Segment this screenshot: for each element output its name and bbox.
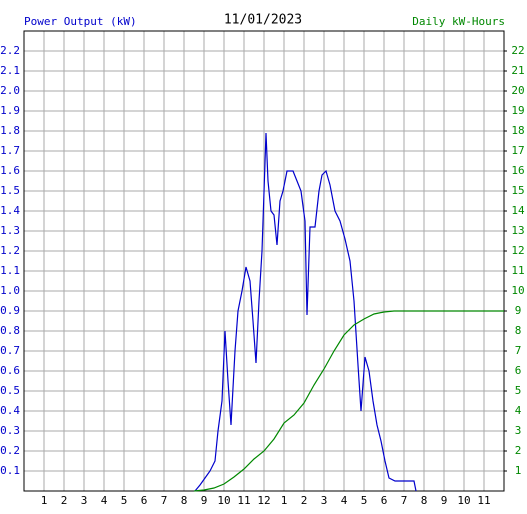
y2-tick-label: 18 — [511, 124, 524, 137]
y-tick-label: 0.2 — [0, 444, 20, 457]
y-tick-label: 0.5 — [0, 384, 20, 397]
x-tick-label: 4 — [101, 494, 108, 507]
y2-tick-label: 10 — [511, 284, 524, 297]
y-tick-label: 1.9 — [0, 104, 20, 117]
y-tick-label: 1.8 — [0, 124, 20, 137]
y-tick-label: 0.3 — [0, 424, 20, 437]
y-tick-label: 2.2 — [0, 44, 20, 57]
y-tick-label: 0.1 — [0, 464, 20, 477]
plot-border — [23, 30, 505, 492]
x-tick-label: 8 — [421, 494, 428, 507]
y2-tick-label: 5 — [515, 384, 522, 397]
x-tick-label: 5 — [361, 494, 368, 507]
y2-tick-label: 11 — [511, 264, 524, 277]
x-tick-label: 12 — [257, 494, 270, 507]
x-tick-label: 2 — [301, 494, 308, 507]
x-tick-label: 11 — [477, 494, 490, 507]
x-tick-label: 9 — [201, 494, 208, 507]
y-tick-label: 1.1 — [0, 264, 20, 277]
data-line — [194, 132, 417, 492]
y2-tick-label: 2 — [515, 444, 522, 457]
y2-tick-label: 19 — [511, 104, 524, 117]
y2-axis-label: Daily kW-Hours — [412, 15, 505, 28]
y2-tick-label: 3 — [515, 424, 522, 437]
chart-title: 11/01/2023 — [224, 13, 302, 28]
y-tick-label: 1.0 — [0, 284, 20, 297]
y2-tick-label: 21 — [511, 64, 524, 77]
y2-tick-label: 1 — [515, 464, 522, 477]
x-tick-label: 6 — [381, 494, 388, 507]
x-tick-label: 3 — [321, 494, 328, 507]
y2-tick-label: 8 — [515, 324, 522, 337]
y2-tick-label: 9 — [515, 304, 522, 317]
x-tick-label: 2 — [61, 494, 68, 507]
x-tick-label: 3 — [81, 494, 88, 507]
y2-tick-label: 14 — [511, 204, 525, 217]
x-tick-label: 4 — [341, 494, 348, 507]
y-tick-label: 1.7 — [0, 144, 20, 157]
y-tick-label: 1.2 — [0, 244, 20, 257]
y-axis-label: Power Output (kW) — [24, 15, 137, 28]
y2-tick-label: 15 — [511, 184, 524, 197]
x-tick-label: 5 — [121, 494, 128, 507]
y2-tick-label: 16 — [511, 164, 524, 177]
x-tick-label: 10 — [457, 494, 470, 507]
x-tick-label: 1 — [41, 494, 48, 507]
y-tick-label: 2.0 — [0, 84, 20, 97]
y-tick-label: 1.5 — [0, 184, 20, 197]
y-tick-label: 0.4 — [0, 404, 20, 417]
y2-tick-label: 20 — [511, 84, 524, 97]
y2-tick-label: 7 — [515, 344, 522, 357]
x-tick-label: 11 — [237, 494, 250, 507]
y2-tick-label: 22 — [511, 44, 524, 57]
y-tick-label: 0.7 — [0, 344, 20, 357]
x-tick-label: 9 — [441, 494, 448, 507]
y2-tick-label: 6 — [515, 364, 522, 377]
y-tick-label: 0.6 — [0, 364, 20, 377]
y-tick-label: 0.8 — [0, 324, 20, 337]
y-tick-label: 1.6 — [0, 164, 20, 177]
x-tick-label: 10 — [217, 494, 230, 507]
y2-tick-label: 12 — [511, 244, 524, 257]
y2-tick-label: 4 — [515, 404, 522, 417]
y2-tick-label: 13 — [511, 224, 524, 237]
y-tick-label: 0.9 — [0, 304, 20, 317]
y2-tick-label: 17 — [511, 144, 524, 157]
x-tick-label: 8 — [181, 494, 188, 507]
x-tick-label: 7 — [161, 494, 168, 507]
x-tick-label: 6 — [141, 494, 148, 507]
y-tick-label: 2.1 — [0, 64, 20, 77]
y-tick-label: 1.4 — [0, 204, 20, 217]
y-tick-label: 1.3 — [0, 224, 20, 237]
data-line — [193, 310, 504, 492]
x-tick-label: 7 — [401, 494, 408, 507]
x-tick-label: 1 — [281, 494, 288, 507]
